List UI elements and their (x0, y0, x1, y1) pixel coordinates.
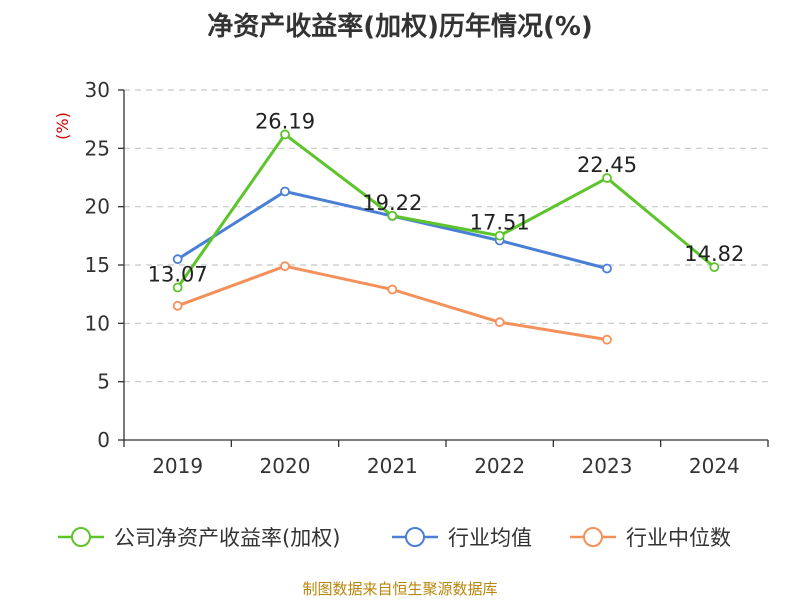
data-label: 14.82 (684, 242, 744, 266)
x-tick-label: 2021 (367, 454, 418, 478)
source-note: 制图数据来自恒生聚源数据库 (302, 580, 498, 598)
legend[interactable]: 公司净资产收益率(加权) 行业均值 行业中位数 (58, 526, 731, 550)
data-label: 17.51 (470, 211, 530, 235)
legend-marker (583, 527, 603, 547)
x-tick-label: 2024 (689, 454, 740, 478)
data-point[interactable] (280, 261, 290, 272)
axis-layer: 0 5 10 15 20 25 30 2019 2020 2021 2022 2023 2024 (85, 78, 769, 478)
x-tick-label: 2022 (474, 454, 525, 478)
y-tick-label: 30 (85, 78, 110, 102)
chart-title: 净资产收益率(加权)历年情况(%) (207, 12, 593, 42)
x-tick-label: 2019 (152, 454, 203, 478)
data-point[interactable] (494, 317, 505, 328)
data-label: 26.19 (255, 109, 315, 133)
data-point[interactable] (387, 284, 398, 295)
data-point[interactable] (280, 129, 290, 140)
data-point[interactable] (602, 173, 612, 183)
data-point[interactable] (602, 263, 612, 274)
y-tick-label: 25 (85, 136, 110, 160)
x-tick-label: 2023 (582, 454, 633, 478)
legend-label: 公司净资产收益率(加权) (114, 526, 340, 550)
data-label: 22.45 (577, 153, 637, 177)
data-point[interactable] (172, 300, 183, 311)
data-point[interactable] (602, 334, 612, 345)
legend-label: 行业均值 (448, 526, 532, 550)
y-tick-label: 15 (85, 253, 110, 277)
legend-label: 行业中位数 (626, 526, 731, 550)
legend-item[interactable]: 行业中位数 (570, 526, 731, 550)
series-line (176, 132, 716, 289)
y-tick-label: 10 (85, 311, 110, 335)
data-point[interactable] (280, 186, 290, 197)
y-tick-label: 5 (97, 370, 110, 394)
data-point[interactable] (494, 230, 505, 241)
data-label: 19.22 (362, 191, 422, 215)
legend-marker (405, 527, 425, 547)
legend-marker (71, 527, 91, 547)
y-axis-unit-label: (%) (53, 112, 72, 140)
series-layer (172, 129, 720, 345)
data-label: 13.07 (148, 263, 208, 287)
label-layer: 13.07 26.19 19.22 17.51 22.45 14.82 (148, 109, 745, 286)
series-line (177, 264, 608, 342)
data-point[interactable] (172, 282, 183, 293)
legend-item[interactable]: 行业均值 (392, 526, 532, 550)
data-point[interactable] (172, 254, 183, 265)
x-tick-label: 2020 (260, 454, 311, 478)
legend-item[interactable]: 公司净资产收益率(加权) (58, 526, 340, 550)
y-tick-label: 20 (85, 195, 110, 219)
data-point[interactable] (387, 210, 398, 221)
data-point[interactable] (709, 262, 720, 273)
y-tick-label: 0 (97, 428, 110, 452)
grid-layer (124, 89, 768, 383)
